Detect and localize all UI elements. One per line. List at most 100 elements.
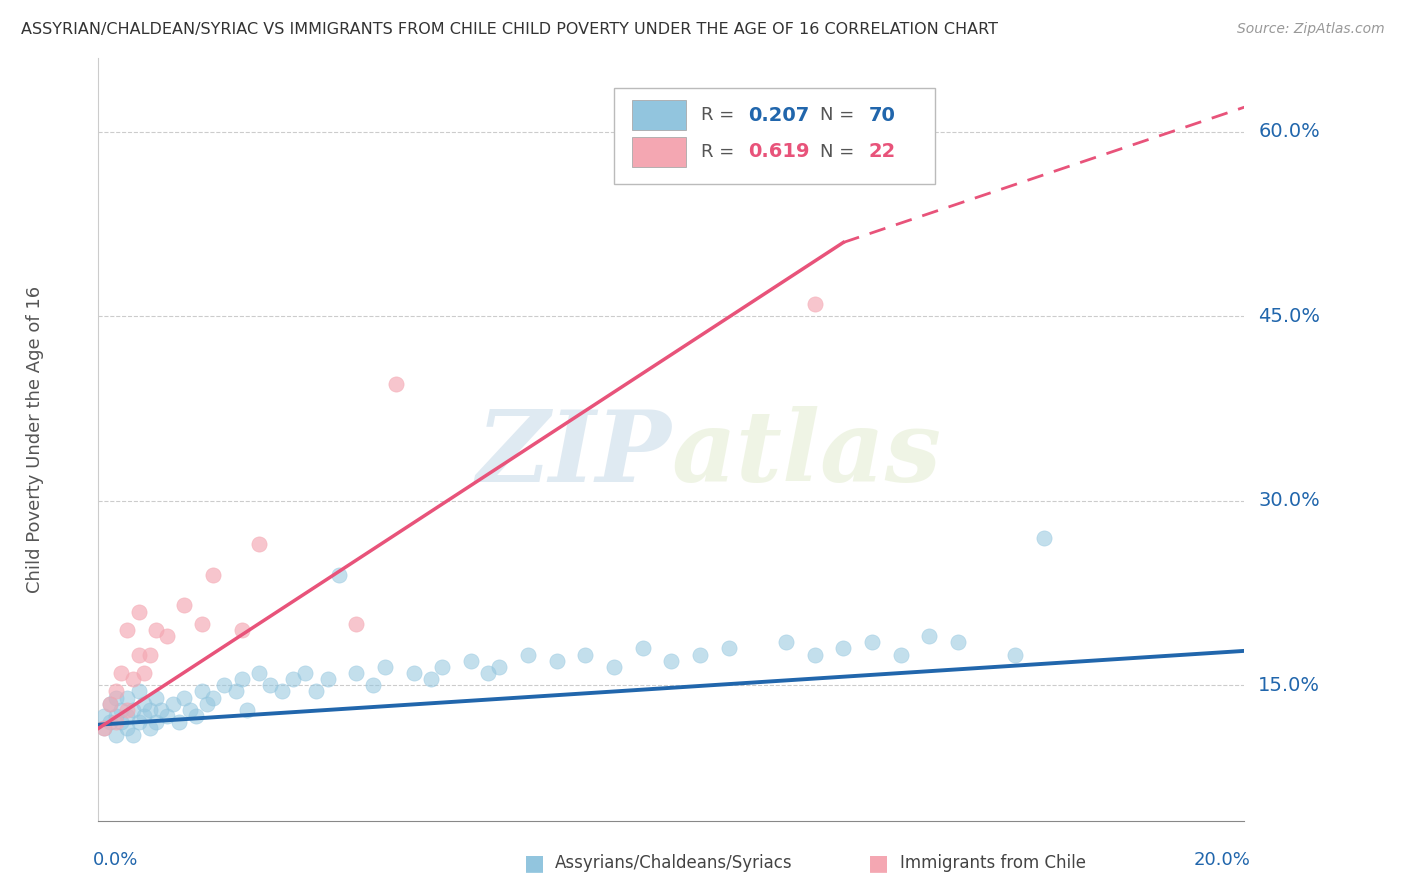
Point (104, 709, 127, 723)
Point (202, 567, 225, 582)
Point (689, 648, 711, 662)
Point (363, 678, 385, 692)
Point (93, 722, 115, 736)
Point (283, 672, 305, 686)
Text: ZIP: ZIP (477, 407, 672, 503)
Point (134, 697, 156, 711)
Point (128, 684, 150, 698)
Point (1032, 531, 1054, 545)
Point (128, 605, 150, 619)
Point (546, 654, 568, 668)
Point (195, 697, 218, 711)
Text: R =: R = (702, 106, 740, 124)
Point (214, 678, 236, 692)
Point (145, 715, 167, 730)
Point (162, 697, 184, 711)
Point (259, 678, 281, 692)
Point (134, 709, 156, 723)
Point (402, 666, 425, 681)
Text: 70: 70 (869, 105, 896, 125)
Point (477, 666, 499, 681)
Text: R =: R = (702, 143, 740, 161)
Text: ■: ■ (869, 854, 889, 873)
FancyBboxPatch shape (614, 88, 935, 184)
Point (121, 672, 143, 686)
Point (775, 635, 797, 649)
Text: Immigrants from Chile: Immigrants from Chile (900, 855, 1085, 872)
Point (236, 703, 259, 717)
Text: 60.0%: 60.0% (1258, 122, 1320, 141)
Text: 20.0%: 20.0% (1194, 851, 1250, 870)
Text: Child Poverty Under the Age of 16: Child Poverty Under the Age of 16 (27, 285, 45, 593)
Point (93, 722, 115, 736)
Point (247, 666, 270, 681)
Text: 30.0%: 30.0% (1258, 491, 1320, 510)
Point (115, 722, 138, 736)
Point (167, 715, 190, 730)
Text: Assyrians/Chaldeans/Syriacs: Assyrians/Chaldeans/Syriacs (555, 855, 793, 872)
Point (156, 709, 179, 723)
Point (661, 654, 683, 668)
Point (104, 715, 127, 730)
Text: ■: ■ (524, 854, 544, 873)
Point (488, 660, 510, 674)
Text: 0.0%: 0.0% (93, 851, 138, 870)
Point (190, 684, 212, 698)
Text: N =: N = (820, 143, 860, 161)
Point (190, 616, 212, 631)
Point (374, 660, 396, 674)
FancyBboxPatch shape (633, 100, 686, 130)
Point (231, 623, 253, 637)
Point (93, 709, 115, 723)
Point (98, 697, 121, 711)
Point (145, 690, 167, 705)
Text: atlas: atlas (672, 407, 942, 503)
Point (344, 666, 367, 681)
Point (150, 703, 173, 717)
Point (115, 623, 138, 637)
Point (717, 641, 740, 656)
Point (104, 684, 127, 698)
Text: 0.207: 0.207 (748, 105, 810, 125)
FancyBboxPatch shape (633, 136, 686, 167)
Point (128, 715, 150, 730)
Point (98, 715, 121, 730)
Point (156, 629, 179, 643)
Point (225, 684, 247, 698)
Point (946, 635, 969, 649)
Point (128, 648, 150, 662)
Point (98, 697, 121, 711)
Text: 15.0%: 15.0% (1258, 676, 1320, 695)
Point (115, 703, 138, 717)
Point (1004, 648, 1026, 662)
Point (803, 297, 825, 311)
Point (385, 376, 408, 391)
Point (832, 641, 855, 656)
Point (115, 709, 138, 723)
Point (179, 703, 201, 717)
Point (139, 648, 162, 662)
Point (115, 690, 138, 705)
Point (110, 715, 132, 730)
Point (294, 666, 316, 681)
Text: N =: N = (820, 106, 860, 124)
Text: 45.0%: 45.0% (1258, 307, 1320, 326)
Point (460, 654, 482, 668)
Point (202, 690, 225, 705)
Point (121, 727, 143, 741)
Point (328, 567, 350, 582)
Point (173, 599, 195, 613)
Point (631, 641, 654, 656)
Text: ASSYRIAN/CHALDEAN/SYRIAC VS IMMIGRANTS FROM CHILE CHILD POVERTY UNDER THE AGE OF: ASSYRIAN/CHALDEAN/SYRIAC VS IMMIGRANTS F… (21, 22, 998, 37)
Point (145, 623, 167, 637)
Point (247, 537, 270, 551)
Point (344, 616, 367, 631)
Point (305, 684, 328, 698)
Point (803, 648, 825, 662)
Point (110, 666, 132, 681)
Text: Source: ZipAtlas.com: Source: ZipAtlas.com (1237, 22, 1385, 37)
Point (121, 703, 143, 717)
Text: 0.619: 0.619 (748, 143, 810, 161)
Point (889, 648, 911, 662)
Point (918, 629, 941, 643)
